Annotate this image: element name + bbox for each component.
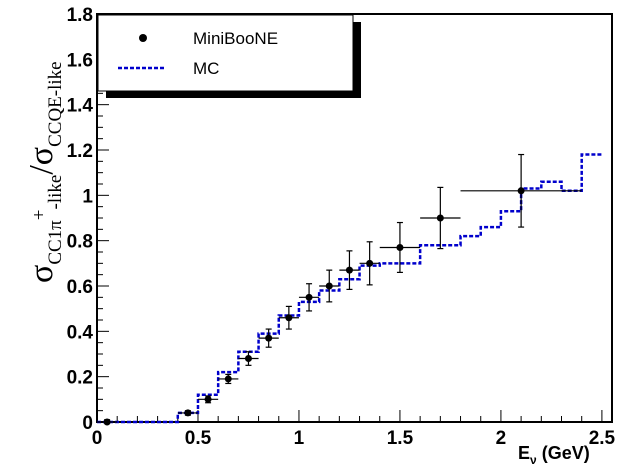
y-tick-label: 1 [82, 186, 93, 207]
y-tick-label: 1.4 [67, 96, 94, 117]
x-tick-label: 2.5 [589, 428, 616, 449]
data-marker [396, 243, 404, 251]
data-point [258, 328, 279, 348]
data-marker [325, 282, 333, 290]
legend: MiniBooNE MC [97, 14, 361, 98]
y-tick-label: 1.8 [67, 5, 93, 26]
data-point [379, 221, 421, 273]
y-tick-label: 0.8 [67, 232, 93, 253]
data-point [339, 250, 360, 290]
data-point [298, 283, 320, 312]
axis-ticks: 0 0.5 1 1.5 2 2.5 0 0.2 0.4 0.6 0.8 1 1.2 1.4 1.6 1.8 [67, 5, 616, 449]
x-tick-label: 1.5 [387, 428, 414, 449]
x-axis-title-main: E [518, 443, 530, 463]
y-axis-title-sub1b: -like [45, 175, 66, 210]
legend-label-mc: MC [193, 59, 219, 78]
data-marker [204, 395, 212, 403]
data-point [460, 153, 582, 228]
mc-series [97, 153, 602, 424]
x-tick-label: 1 [294, 428, 305, 449]
data-marker [265, 334, 273, 342]
data-marker [184, 409, 192, 417]
data-point [420, 186, 461, 250]
data-point [359, 241, 380, 286]
y-tick-label: 1.6 [67, 50, 93, 71]
data-point [197, 395, 219, 404]
data-point [97, 418, 118, 426]
x-axis-title-unit: (GeV) [537, 443, 590, 463]
x-tick-label: 0 [92, 428, 103, 449]
y-tick-label: 0.6 [67, 277, 93, 298]
legend-label-miniboone: MiniBooNE [193, 29, 278, 48]
data-point [319, 269, 340, 303]
mc-step-line [97, 153, 602, 424]
data-marker [366, 259, 374, 267]
data-marker [103, 418, 111, 426]
y-tick-label: 0.2 [67, 368, 93, 389]
y-axis-title-sub1: CC1π [45, 220, 66, 265]
legend-marker-miniboone [139, 34, 147, 42]
y-axis-title: σCC1π+-like/σCCQE-like [23, 61, 66, 283]
y-axis-title-sub2: CCQE-like [45, 61, 66, 147]
y-tick-label: 1.2 [67, 141, 93, 162]
x-tick-label: 0.5 [185, 428, 212, 449]
miniboone-series [97, 153, 582, 426]
data-marker [345, 266, 353, 274]
y-axis-title-sup: + [29, 210, 50, 221]
data-point [218, 373, 239, 385]
y-tick-label: 0 [82, 413, 93, 434]
data-marker [305, 293, 313, 301]
data-marker [244, 355, 252, 363]
data-marker [517, 187, 525, 195]
data-marker [224, 375, 232, 383]
y-axis-title-sigma2: σ [23, 147, 60, 165]
y-axis-title-slash: / [23, 165, 60, 175]
data-point [238, 351, 259, 366]
x-tick-label: 2 [496, 428, 507, 449]
y-axis-title-sigma1: σ [23, 265, 60, 283]
data-point [177, 409, 198, 417]
data-marker [436, 214, 444, 222]
legend-box [97, 14, 354, 92]
y-tick-label: 0.4 [67, 322, 94, 343]
x-axis-title: Eν (GeV) [518, 443, 590, 464]
x-axis-title-sub: ν [530, 453, 537, 464]
data-marker [285, 314, 293, 322]
data-point [278, 305, 299, 330]
